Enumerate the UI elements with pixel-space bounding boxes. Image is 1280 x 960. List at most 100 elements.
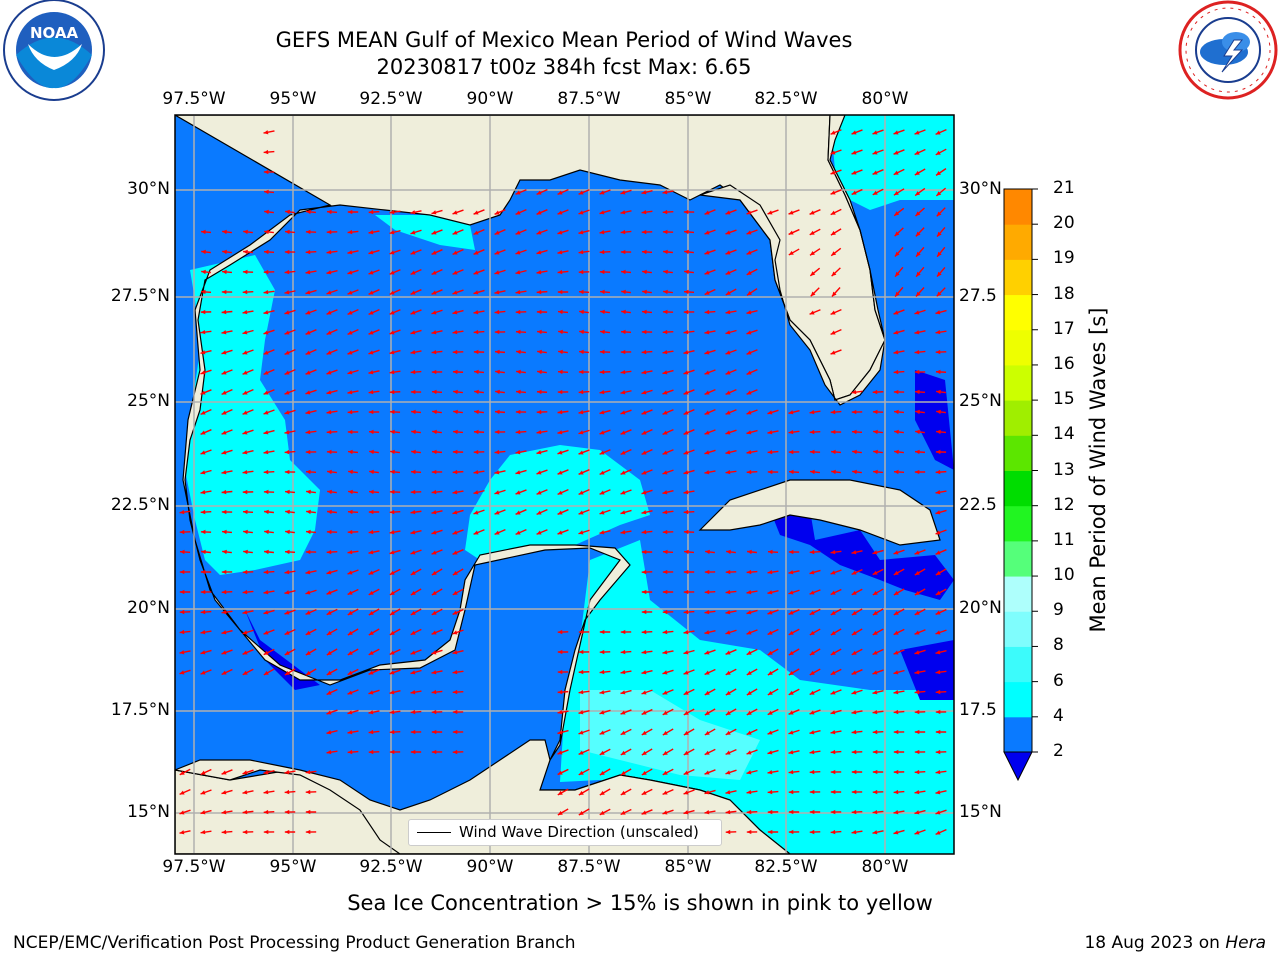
wind-wave-arrow-head — [809, 570, 815, 575]
wind-wave-arrow-head — [767, 690, 773, 695]
wind-wave-arrow-head — [494, 309, 500, 315]
wind-wave-arrow-head — [788, 210, 794, 215]
wind-wave-arrow-head — [347, 429, 353, 435]
wind-wave-arrow-head — [431, 489, 437, 495]
wind-wave-arrow-head — [746, 630, 752, 635]
wind-wave-arrow-head — [620, 210, 626, 215]
wind-wave-arrow-head — [326, 749, 332, 755]
wind-wave-arrow-head — [683, 569, 689, 575]
wind-wave-arrow-head — [242, 610, 248, 615]
wind-wave-arrow-head — [494, 470, 500, 475]
wind-wave-arrow-head — [242, 790, 248, 795]
wind-wave-arrow-head — [557, 389, 563, 395]
wind-wave-arrow-head — [452, 550, 458, 555]
wind-wave-arrow-head — [788, 650, 794, 655]
wind-wave-arrow-head — [305, 549, 311, 555]
wind-wave-arrow-head — [746, 569, 752, 575]
wind-wave-arrow-head — [452, 210, 458, 215]
wind-wave-arrow-head — [326, 610, 332, 615]
lat-label-left: 27.5°N — [110, 286, 170, 306]
wind-wave-arrow-head — [620, 490, 626, 495]
wind-wave-arrow-head — [767, 590, 773, 595]
wind-wave-arrow-head — [369, 429, 374, 435]
wind-wave-arrow-head — [915, 449, 920, 455]
wind-wave-arrow-head — [893, 690, 899, 695]
wind-wave-arrow-head — [746, 750, 752, 755]
lon-label-top: 87.5°W — [557, 89, 621, 109]
wind-wave-arrow-head — [222, 249, 227, 255]
colorbar-segment — [1004, 294, 1032, 331]
wind-wave-arrow-head — [809, 590, 815, 595]
wind-wave-arrow-head — [809, 730, 815, 735]
wind-wave-arrow-head — [704, 790, 710, 795]
wind-wave-arrow-head — [389, 570, 395, 575]
wind-wave-arrow-head — [788, 829, 794, 835]
colorbar-segment — [1004, 259, 1032, 296]
wind-wave-arrow-head — [473, 469, 479, 475]
wind-wave-arrow-head — [389, 650, 395, 655]
wind-wave-arrow-head — [431, 469, 437, 475]
wind-wave-arrow-head — [494, 290, 500, 295]
wind-wave-arrow-head — [809, 610, 815, 615]
wind-wave-arrow-head — [473, 530, 479, 535]
wind-wave-arrow-head — [201, 269, 206, 275]
wind-wave-arrow-head — [200, 450, 206, 455]
wind-wave-arrow-head — [809, 650, 815, 656]
wind-wave-arrow-head — [936, 171, 941, 176]
wind-wave-arrow-head — [264, 529, 269, 535]
wind-wave-arrow-head — [557, 530, 563, 535]
wind-wave-arrow-head — [705, 549, 710, 555]
wind-wave-arrow-head — [515, 250, 521, 255]
wind-wave-arrow-head — [326, 650, 332, 656]
wind-wave-arrow-head — [809, 410, 815, 415]
wind-wave-arrow-head — [662, 490, 668, 495]
wind-wave-arrow-head — [201, 549, 206, 555]
wind-wave-arrow-head — [641, 370, 647, 375]
wind-wave-arrow-head — [767, 730, 773, 735]
wind-wave-arrow-head — [242, 809, 248, 815]
wind-wave-arrow-head — [851, 809, 857, 815]
lon-label-bottom: 85°W — [664, 857, 712, 877]
colorbar-tick-label: 18 — [1053, 283, 1075, 304]
wind-wave-arrow-head — [935, 709, 941, 715]
wind-wave-arrow-head — [200, 309, 206, 315]
wind-wave-arrow-head — [746, 390, 752, 395]
wind-wave-arrow-head — [872, 130, 878, 135]
wind-wave-arrow-head — [410, 650, 416, 655]
wind-wave-arrow-head — [641, 790, 647, 795]
wind-wave-arrow-head — [200, 589, 206, 595]
wind-wave-arrow-head — [620, 629, 626, 635]
wind-wave-arrow-head — [326, 290, 332, 295]
wind-wave-arrow-head — [326, 209, 332, 215]
wind-wave-arrow-head — [936, 409, 941, 415]
wind-wave-arrow-head — [284, 330, 290, 335]
wind-wave-arrow-head — [830, 310, 836, 315]
wind-wave-arrow-head — [347, 570, 353, 575]
wind-wave-arrow-head — [200, 410, 206, 415]
wind-wave-arrow-head — [494, 510, 500, 515]
wind-wave-arrow-head — [410, 369, 416, 375]
colorbar — [1003, 188, 1038, 782]
wind-wave-arrow-head — [578, 790, 584, 795]
wind-wave-arrow-head — [221, 829, 227, 835]
wind-wave-arrow-head — [830, 809, 836, 815]
wind-wave-arrow-head — [683, 790, 689, 795]
wind-wave-arrow-head — [599, 369, 605, 375]
wind-wave-arrow-head — [809, 230, 815, 235]
wind-wave-arrow-head — [809, 251, 815, 256]
wind-wave-arrow-head — [788, 630, 794, 635]
wind-wave-arrow-head — [557, 430, 563, 435]
wind-wave-arrow-head — [683, 529, 689, 535]
wind-wave-arrow-head — [222, 269, 227, 275]
wind-wave-arrow-head — [851, 550, 857, 555]
wind-wave-arrow-head — [662, 650, 668, 655]
wind-wave-arrow-head — [452, 349, 458, 355]
wind-wave-arrow-head — [347, 730, 353, 735]
wind-wave-arrow-head — [263, 249, 269, 255]
wind-wave-arrow-head — [389, 690, 395, 695]
wind-wave-arrow-head — [306, 509, 311, 515]
lon-label-bottom: 90°W — [466, 857, 514, 877]
wind-wave-arrow-head — [515, 309, 521, 315]
wind-wave-arrow-head — [263, 310, 269, 315]
wind-wave-arrow-head — [809, 809, 815, 815]
